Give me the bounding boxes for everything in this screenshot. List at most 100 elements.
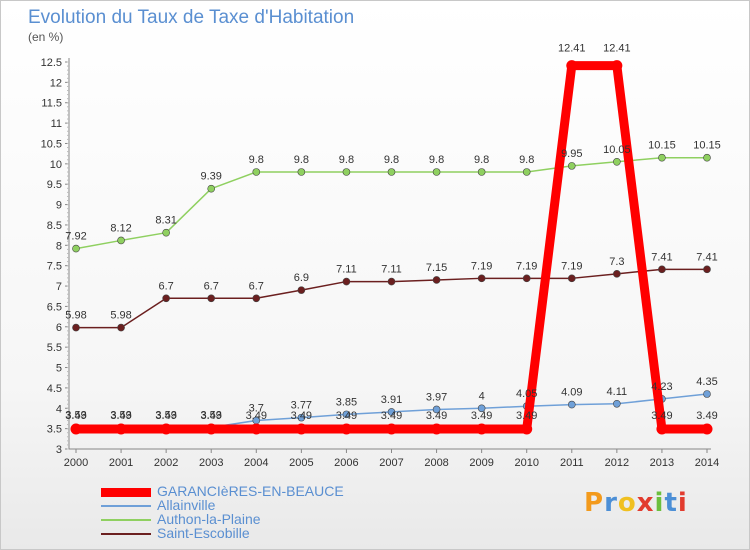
- legend-label: Saint-Escobille: [157, 525, 250, 541]
- y-tick-label: 11.5: [41, 98, 62, 110]
- y-tick-label: 12.5: [41, 57, 62, 69]
- data-label: 3.49: [201, 410, 222, 422]
- data-label: 4.23: [651, 381, 672, 393]
- y-tick-label: 12: [50, 77, 62, 89]
- data-label: 3.85: [336, 396, 357, 408]
- data-label: 3.49: [426, 410, 447, 422]
- data-label: 12.41: [603, 43, 631, 55]
- x-tick-label: 2006: [334, 457, 358, 469]
- data-label: 7.41: [651, 251, 672, 263]
- data-label: 9.8: [429, 154, 444, 166]
- x-tick-label: 2002: [154, 457, 178, 469]
- data-point: [387, 408, 396, 416]
- data-point: [613, 399, 621, 408]
- data-label: 3.49: [336, 410, 357, 422]
- y-tick-label: 3.5: [47, 424, 62, 436]
- data-point: [297, 286, 306, 294]
- data-point: [658, 265, 666, 274]
- y-tick-label: 8.5: [47, 220, 62, 232]
- data-point: [117, 323, 125, 332]
- data-point: [72, 323, 80, 332]
- data-point: [115, 423, 127, 435]
- data-label: 7.92: [65, 231, 86, 243]
- data-label: 7.3: [609, 256, 624, 268]
- data-point: [432, 168, 441, 176]
- data-label: 3.49: [381, 410, 402, 422]
- data-label: 3.49: [471, 410, 492, 422]
- x-tick-label: 2014: [695, 457, 719, 469]
- legend-swatch: [101, 505, 151, 507]
- data-point: [521, 423, 533, 435]
- y-tick-label: 9.5: [47, 179, 62, 191]
- legend-item: Saint-Escobille: [101, 525, 401, 541]
- data-point: [703, 390, 711, 398]
- y-tick-label: 11: [51, 118, 62, 130]
- legend-swatch: [101, 533, 151, 535]
- data-label: 5.98: [110, 310, 131, 322]
- data-point: [72, 244, 80, 253]
- data-point: [117, 236, 125, 245]
- data-label: 3.49: [110, 410, 131, 422]
- data-point: [567, 400, 576, 409]
- data-point: [431, 423, 443, 435]
- data-point: [342, 277, 351, 286]
- legend-swatch: [101, 519, 151, 521]
- data-label: 9.39: [201, 171, 222, 183]
- data-label: 7.11: [381, 264, 402, 276]
- legend: GARANCIèRES-EN-BEAUCE Allainville Authon-l…: [101, 483, 401, 541]
- y-tick-label: 4.5: [47, 383, 62, 395]
- data-point: [476, 423, 488, 435]
- data-point: [387, 277, 396, 286]
- data-labels: 3.49 3.49 3.49 3.49 3.49 3.49 3.49 3.49 3.49 3.49…: [65, 43, 720, 422]
- data-point: [567, 162, 576, 170]
- data-label: 9.95: [561, 148, 582, 160]
- data-label: 3.49: [291, 410, 312, 422]
- data-point: [567, 274, 576, 283]
- data-point: [611, 60, 623, 72]
- data-point: [522, 168, 531, 176]
- data-label: 5.98: [65, 310, 86, 322]
- y-tick-label: 9: [56, 200, 62, 212]
- data-point: [207, 294, 216, 303]
- data-point: [477, 168, 486, 176]
- data-point: [386, 423, 397, 435]
- legend-label: Authon-la-Plaine: [157, 511, 261, 527]
- data-label: 4.35: [696, 376, 717, 388]
- data-point: [342, 168, 351, 176]
- x-tick-label: 2008: [424, 457, 448, 469]
- data-label: 3.49: [696, 410, 717, 422]
- data-point: [522, 274, 531, 283]
- data-label: 4.05: [516, 388, 537, 400]
- chart-title: Evolution du Taux de Taxe d'Habitation: [28, 7, 355, 28]
- data-label: 6.7: [204, 280, 219, 292]
- proxiti-logo: Proxiti: [584, 488, 688, 518]
- y-tick-label: 6.5: [47, 301, 62, 313]
- y-tick-label: 5.5: [47, 342, 62, 354]
- data-label: 4: [479, 390, 485, 402]
- x-tick-label: 2011: [560, 457, 584, 469]
- data-point: [250, 423, 262, 435]
- data-label: 10.05: [603, 144, 631, 156]
- data-point: [703, 153, 711, 162]
- legend-label: GARANCIèRES-EN-BEAUCE: [157, 483, 344, 499]
- data-label: 7.11: [336, 264, 357, 276]
- y-tick-label: 10.5: [41, 138, 62, 150]
- series-line: [71, 61, 712, 434]
- data-label: 3.53: [155, 409, 176, 421]
- data-point: [295, 423, 307, 435]
- data-label: 4.09: [561, 387, 582, 399]
- data-label: 7.15: [426, 262, 447, 274]
- data-label: 3.49: [651, 410, 672, 422]
- legend-swatch: [101, 487, 151, 497]
- legend-item: Allainville: [101, 497, 401, 513]
- x-tick-label: 2010: [514, 457, 538, 469]
- data-label: 7.19: [516, 260, 537, 272]
- data-point: [297, 413, 306, 422]
- series-layer: [70, 60, 713, 435]
- data-label: 6.7: [158, 280, 173, 292]
- data-point: [70, 423, 82, 435]
- data-label: 3.53: [201, 409, 222, 421]
- data-point: [205, 423, 217, 435]
